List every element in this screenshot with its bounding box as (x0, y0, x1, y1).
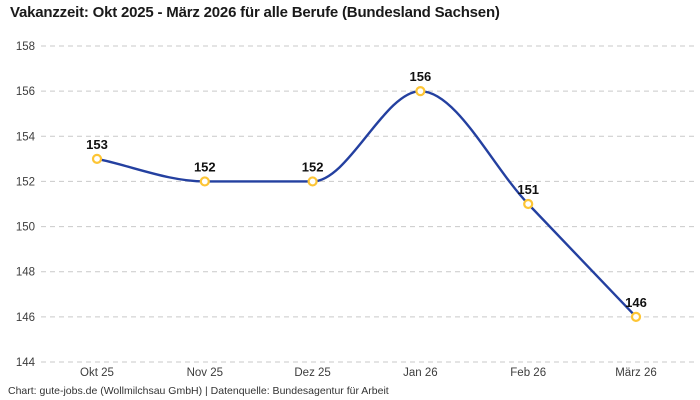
data-point-marker[interactable] (199, 176, 210, 187)
data-point-marker[interactable] (523, 198, 534, 210)
y-axis-tick-label: 144 (16, 357, 36, 369)
x-axis-tick-label: März 26 (615, 367, 657, 379)
chart-title: Vakanzzeit: Okt 2025 - März 2026 für all… (10, 4, 500, 21)
y-axis-tick-label: 152 (16, 176, 35, 188)
x-axis-tick-label: Feb 26 (510, 367, 546, 379)
data-point-marker[interactable] (307, 176, 318, 187)
y-axis-tick-label: 156 (16, 86, 35, 98)
y-axis-tick-label: 150 (16, 222, 35, 234)
trend-line (95, 89, 638, 319)
value-label: 153 (86, 137, 108, 152)
value-label: 151 (517, 182, 539, 197)
value-label: 146 (625, 295, 647, 310)
x-axis-tick-label: Okt 25 (80, 367, 114, 379)
chart-footer: Chart: gute-jobs.de (Wollmilchsau GmbH) … (8, 385, 389, 397)
value-label: 152 (194, 159, 216, 174)
data-point-marker[interactable] (630, 311, 642, 322)
value-label: 156 (410, 69, 432, 84)
y-axis-tick-label: 146 (16, 312, 35, 324)
data-point-marker[interactable] (91, 153, 103, 164)
y-axis-tick-label: 154 (16, 131, 36, 143)
x-axis-tick-label: Jan 26 (403, 367, 438, 379)
x-axis-tick-label: Nov 25 (187, 367, 223, 379)
x-axis-tick-label: Dez 25 (294, 367, 330, 379)
value-label: 152 (302, 159, 324, 174)
data-point-marker[interactable] (415, 86, 426, 97)
y-axis-tick-label: 148 (16, 267, 35, 279)
y-axis-tick-label: 158 (16, 41, 35, 53)
